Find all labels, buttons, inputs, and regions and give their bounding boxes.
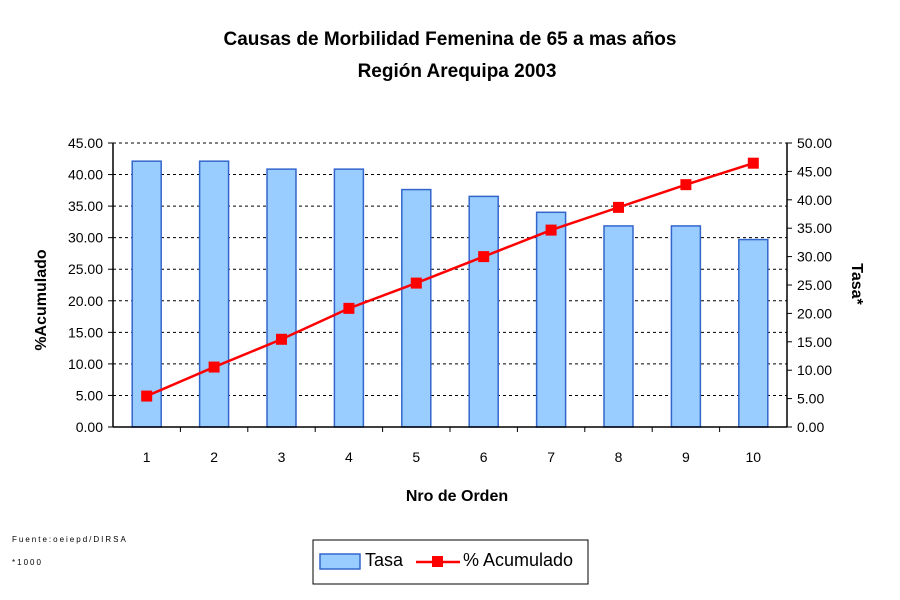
y-left-tick-label: 15.00 — [68, 324, 103, 340]
bar — [738, 238, 769, 428]
y-left-tick-label: 45.00 — [68, 135, 103, 151]
y-left-tick-label: 0.00 — [76, 419, 103, 435]
bar — [670, 225, 702, 428]
x-tick-label: 7 — [547, 449, 555, 465]
line-marker — [276, 333, 287, 345]
line-marker — [747, 157, 759, 169]
y-right-tick-label: 25.00 — [797, 277, 832, 293]
y-right-tick-label: 35.00 — [797, 220, 832, 236]
legend: Tasa % Acumulado — [312, 539, 589, 585]
line-marker — [478, 251, 490, 263]
y-left-tick-label: 10.00 — [68, 356, 103, 372]
line-marker — [141, 390, 153, 402]
x-tick-label: 4 — [345, 449, 353, 465]
chart-subtitle: Región Arequipa 2003 — [358, 61, 557, 82]
bar — [535, 211, 567, 428]
x-tick-label: 1 — [143, 449, 151, 465]
x-tick-label: 9 — [682, 449, 690, 465]
y-right-tick-label: 40.00 — [797, 192, 832, 208]
bar — [131, 160, 162, 428]
y-right-tick-label: 45.00 — [797, 163, 832, 179]
y-right-tick-label: 5.00 — [797, 391, 824, 407]
x-tick-label: 5 — [412, 449, 420, 465]
line-marker — [680, 179, 692, 191]
legend-bar-swatch — [319, 553, 361, 570]
x-tick-label: 3 — [278, 449, 286, 465]
bar-series — [131, 160, 769, 428]
chart-title: Causas de Morbilidad Femenina de 65 a ma… — [224, 29, 677, 50]
line-marker — [613, 201, 624, 213]
bar — [401, 188, 432, 428]
y-left-tick-label: 5.00 — [76, 387, 103, 403]
source-note: Fuente:oeiepd/DIRSA — [12, 535, 128, 544]
bar — [266, 168, 297, 428]
line-marker — [343, 302, 355, 314]
legend-marker-swatch — [432, 556, 443, 567]
y-left-tick-label: 40.00 — [68, 167, 103, 183]
line-marker — [208, 361, 220, 373]
y-left-tick-label: 30.00 — [68, 230, 103, 246]
y-right-tick-label: 15.00 — [797, 334, 832, 350]
tick-labels: 0.005.0010.0015.0020.0025.0030.0035.0040… — [68, 135, 832, 465]
x-axis-title: Nro de Orden — [406, 488, 508, 505]
line-series — [141, 157, 759, 402]
y-right-tick-label: 30.00 — [797, 249, 832, 265]
footnote: *1000 — [12, 558, 43, 567]
y-right-tick-label: 0.00 — [797, 419, 824, 435]
y-right-tick-label: 20.00 — [797, 305, 832, 321]
y-left-tick-label: 25.00 — [68, 261, 103, 277]
line-path — [146, 162, 754, 398]
y-left-tick-label: 20.00 — [68, 293, 103, 309]
x-tick-label: 8 — [615, 449, 623, 465]
bar — [198, 160, 230, 428]
bar — [468, 195, 499, 428]
x-tick-label: 6 — [480, 449, 488, 465]
line-marker — [545, 224, 557, 236]
legend-label-line: % Acumulado — [463, 550, 573, 570]
legend-label-bar: Tasa — [365, 550, 404, 570]
axes — [108, 142, 792, 432]
y-right-tick-label: 50.00 — [797, 135, 832, 151]
y-left-tick-label: 35.00 — [68, 198, 103, 214]
x-tick-label: 2 — [210, 449, 218, 465]
y-axis-right-title: Tasa* — [848, 263, 865, 305]
bar — [603, 225, 634, 428]
line-marker — [410, 277, 422, 289]
y-right-tick-label: 10.00 — [797, 362, 832, 378]
x-tick-label: 10 — [746, 449, 762, 465]
bar — [333, 168, 365, 428]
y-axis-left-title: %Acumulado — [33, 249, 50, 351]
